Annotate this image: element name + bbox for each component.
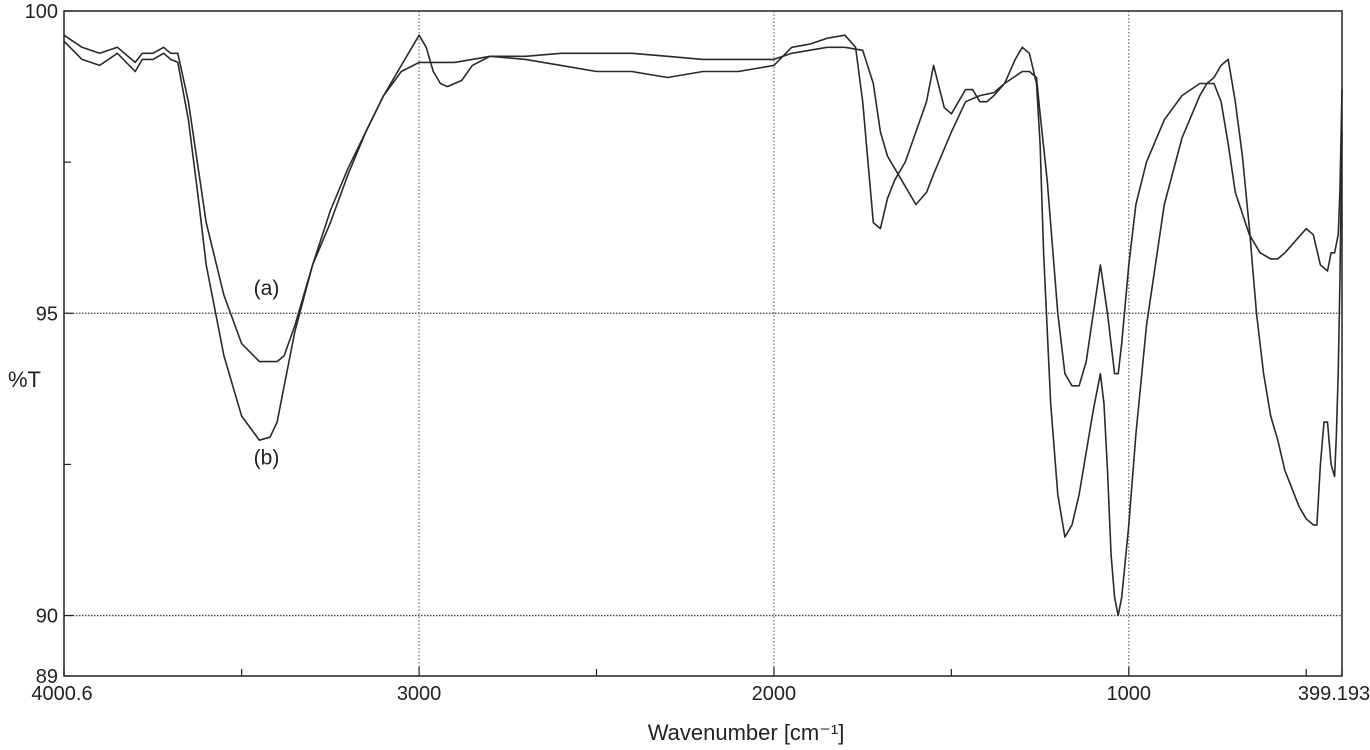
spectrum-line-a — [63, 34, 1343, 387]
y-tick-label: 89 — [36, 666, 58, 688]
tick-labels: 4000.6 3000 2000 1000 399.193 100 95 90 89 — [25, 1, 1370, 705]
series-layer — [63, 34, 1343, 617]
y-tick-label: 100 — [25, 1, 58, 23]
annotation-label: (a) — [254, 277, 280, 300]
y-tick-label: 95 — [36, 303, 58, 325]
x-tick-label: 3000 — [397, 683, 442, 705]
x-tick-label: 2000 — [752, 683, 797, 705]
x-tick-label: 4000.6 — [31, 683, 92, 705]
grid-lines — [64, 11, 1342, 676]
x-tick-label: 399.193 — [1298, 683, 1370, 705]
plot-frame — [63, 10, 1343, 677]
spectrum-line-b — [63, 34, 1343, 617]
y-tick-label: 90 — [36, 606, 58, 628]
tick-marks — [63, 10, 1343, 677]
x-axis-title: Wavenumber [cm⁻¹] — [648, 720, 845, 745]
annotation-label: (b) — [254, 446, 280, 469]
y-axis-title: %T — [8, 367, 41, 392]
x-tick-label: 1000 — [1107, 683, 1152, 705]
annotations: (a) (b) — [254, 277, 280, 469]
